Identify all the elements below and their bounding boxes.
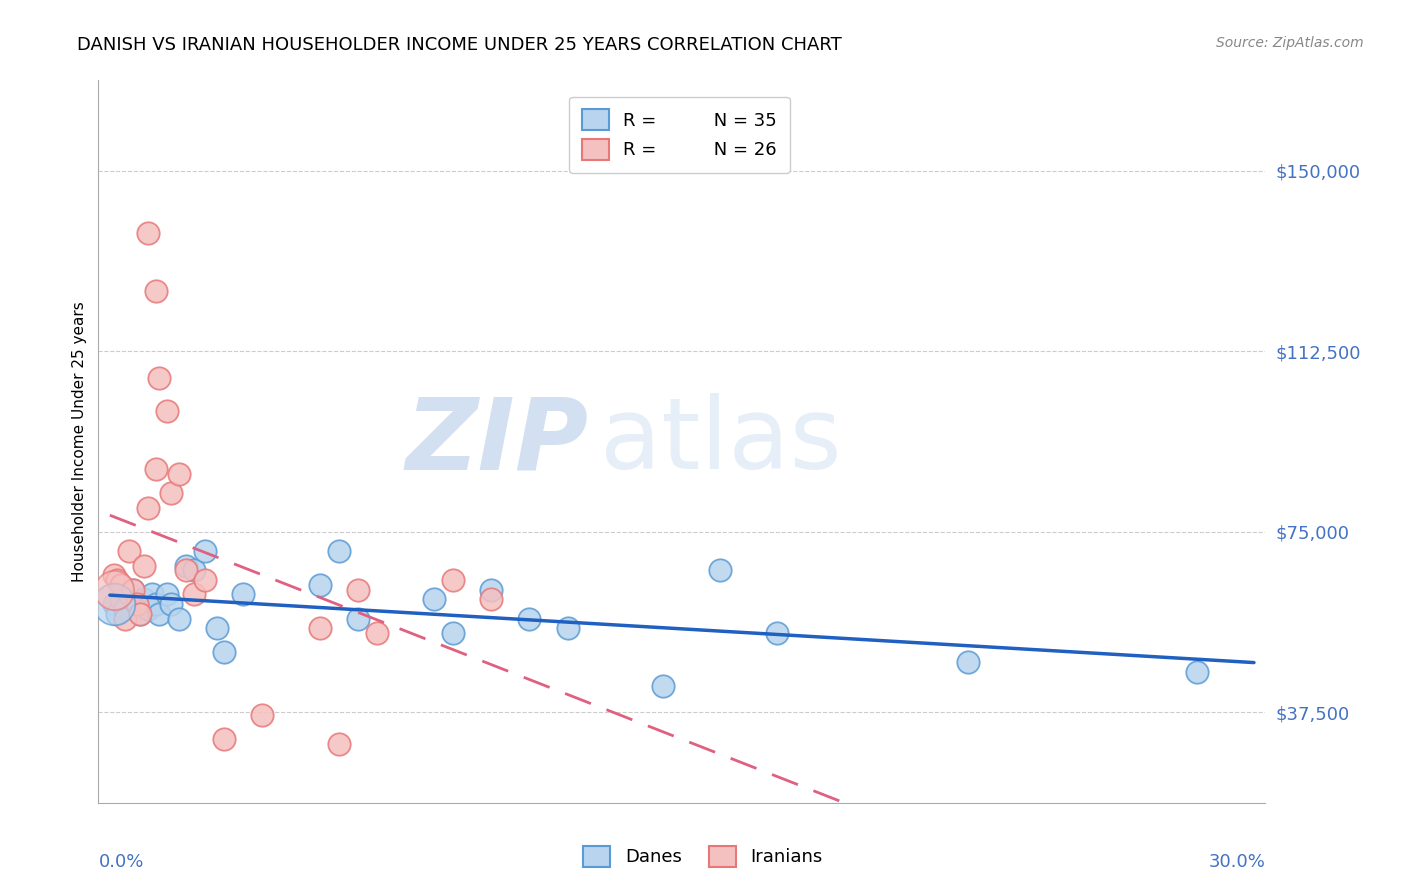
Point	[118, 544, 141, 558]
Point	[194, 544, 217, 558]
Point	[766, 626, 789, 640]
Point	[129, 607, 152, 621]
Point	[183, 587, 205, 601]
Point	[110, 592, 132, 607]
Point	[134, 592, 156, 607]
Point	[441, 573, 464, 587]
Point	[121, 582, 143, 597]
Point	[1185, 665, 1208, 679]
Point	[160, 597, 183, 611]
Point	[167, 467, 190, 481]
Point	[479, 592, 502, 607]
Point	[156, 587, 179, 601]
Text: Source: ZipAtlas.com: Source: ZipAtlas.com	[1216, 36, 1364, 50]
Text: 30.0%: 30.0%	[1209, 854, 1265, 871]
Point	[167, 611, 190, 625]
Point	[129, 607, 152, 621]
Point	[651, 679, 673, 693]
Point	[145, 284, 167, 298]
Point	[145, 597, 167, 611]
Point	[107, 573, 129, 587]
Text: atlas: atlas	[600, 393, 842, 490]
Point	[148, 370, 170, 384]
Point	[423, 592, 446, 607]
Point	[519, 611, 541, 625]
Point	[145, 462, 167, 476]
Text: 0.0%: 0.0%	[98, 854, 143, 871]
Text: DANISH VS IRANIAN HOUSEHOLDER INCOME UNDER 25 YEARS CORRELATION CHART: DANISH VS IRANIAN HOUSEHOLDER INCOME UND…	[77, 36, 842, 54]
Point	[136, 602, 159, 616]
Text: ZIP: ZIP	[405, 393, 589, 490]
Point	[148, 607, 170, 621]
Text: -0.056: -0.056	[582, 152, 640, 169]
Point	[441, 626, 464, 640]
Y-axis label: Householder Income Under 25 years: Householder Income Under 25 years	[72, 301, 87, 582]
Point	[103, 597, 125, 611]
Point	[103, 568, 125, 582]
Point	[308, 578, 330, 592]
Point	[232, 587, 254, 601]
Point	[114, 611, 136, 625]
Point	[125, 597, 148, 611]
Point	[114, 602, 136, 616]
Point	[366, 626, 388, 640]
Point	[479, 582, 502, 597]
Point	[174, 558, 197, 573]
Point	[214, 731, 236, 746]
Point	[328, 737, 350, 751]
Point	[205, 621, 228, 635]
Text: 26: 26	[744, 152, 769, 169]
Point	[174, 563, 197, 577]
Legend: R =          N = 35, R =          N = 26: R = N = 35, R = N = 26	[569, 96, 790, 172]
Point	[136, 500, 159, 515]
Point	[134, 558, 156, 573]
Point	[103, 582, 125, 597]
Point	[136, 226, 159, 240]
Point	[110, 578, 132, 592]
Point	[346, 611, 368, 625]
Point	[141, 587, 163, 601]
Text: -0.385: -0.385	[582, 123, 641, 141]
Point	[125, 597, 148, 611]
Point	[214, 645, 236, 659]
Point	[160, 486, 183, 500]
Point	[328, 544, 350, 558]
Point	[194, 573, 217, 587]
Point	[557, 621, 579, 635]
Text: 35: 35	[744, 123, 769, 141]
Point	[156, 404, 179, 418]
Point	[252, 707, 274, 722]
Legend: Danes, Iranians: Danes, Iranians	[576, 838, 830, 874]
Point	[956, 655, 979, 669]
Point	[308, 621, 330, 635]
Point	[118, 587, 141, 601]
Point	[107, 607, 129, 621]
Point	[709, 563, 731, 577]
Point	[346, 582, 368, 597]
Point	[183, 563, 205, 577]
Point	[121, 582, 143, 597]
Point	[103, 597, 125, 611]
